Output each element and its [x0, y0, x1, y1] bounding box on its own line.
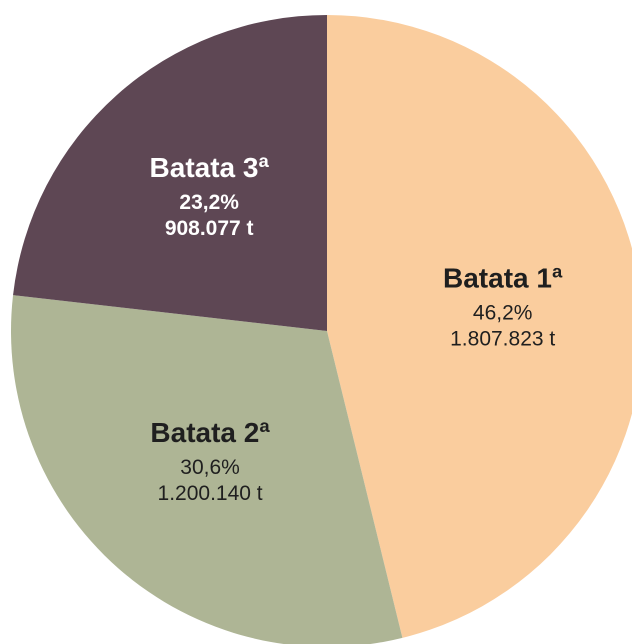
slice-label-group-1: Batata 1ª 46,2% 1.807.823 t: [443, 263, 563, 351]
slice-label-group-3: Batata 3ª 23,2% 908.077 t: [150, 152, 270, 240]
pie-slice-1: [327, 15, 632, 638]
slice-percent-label: 30,6%: [180, 456, 240, 479]
pie-slices: [11, 15, 632, 644]
slice-value-label: 1.200.140 t: [158, 482, 263, 505]
slice-label-name: Batata 1ª: [443, 263, 563, 294]
slice-percent-label: 23,2%: [179, 191, 239, 214]
pie-labels: Batata 1ª 46,2% 1.807.823 t Batata 2ª 30,6% 1…: [150, 152, 563, 505]
slice-percent-label: 46,2%: [473, 302, 533, 325]
slice-value-label: 908.077 t: [165, 217, 254, 240]
pie-slice-2: [11, 295, 403, 644]
pie-slice-3: [13, 15, 328, 331]
slice-label-name: Batata 2ª: [150, 417, 270, 448]
slice-label-name: Batata 3ª: [150, 152, 270, 183]
slice-value-label: 1.807.823 t: [450, 328, 555, 351]
slice-label-group-2: Batata 2ª 30,6% 1.200.140 t: [150, 417, 270, 505]
